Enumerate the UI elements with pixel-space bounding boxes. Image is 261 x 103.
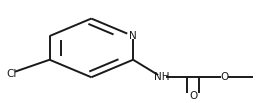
Text: O: O [220,72,229,82]
Text: NH: NH [154,72,170,82]
Text: O: O [189,91,197,101]
Text: N: N [129,31,137,41]
Text: Cl: Cl [7,69,17,79]
